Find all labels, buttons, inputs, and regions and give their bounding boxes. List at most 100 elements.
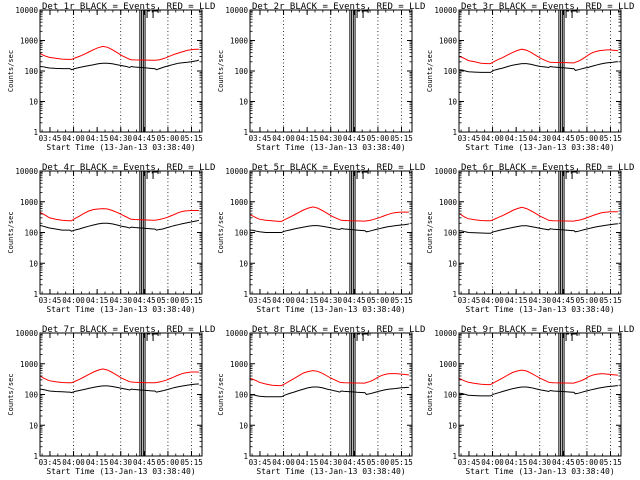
y-tick-label: 100 xyxy=(443,391,457,400)
marker-bracket-icon xyxy=(152,333,159,341)
y-tick-label: 1 xyxy=(243,128,248,137)
panel-det-3: Det 3r BLACK = Events, RED = LLD 1 10 100 10… xyxy=(426,2,634,152)
marker-bracket-icon xyxy=(565,333,570,341)
x-tick-label: 03:45 xyxy=(39,134,62,143)
y-tick-label: 1 xyxy=(243,290,248,299)
x-tick-label: 05:15 xyxy=(599,458,622,467)
x-tick-label: 05:00 xyxy=(367,458,390,467)
x-tick-label: 04:15 xyxy=(296,296,319,305)
x-tick-label: 05:15 xyxy=(180,458,203,467)
y-axis-label: Counts/sec xyxy=(217,50,225,92)
marker-bracket-icon xyxy=(146,333,151,341)
panel-title: Det 4r BLACK = Events, RED = LLD xyxy=(42,163,215,173)
x-tick-label: 03:45 xyxy=(249,458,272,467)
x-tick-label: 04:15 xyxy=(86,296,109,305)
x-tick-label: 04:45 xyxy=(343,296,366,305)
x-tick-label: 04:15 xyxy=(296,458,319,467)
x-tick-label: 04:45 xyxy=(552,296,575,305)
y-tick-label: 1000 xyxy=(439,360,458,369)
panel-det-7: Det 7r BLACK = Events, RED = LLD 1 10 100 10… xyxy=(7,325,215,476)
x-tick-label: 04:45 xyxy=(133,296,156,305)
y-tick-label: 10000 xyxy=(434,167,457,176)
x-axis-label: Start Time (13-Jan-13 03:38:40) xyxy=(256,467,405,476)
y-tick-label: 10 xyxy=(29,98,39,107)
y-tick-label: 10000 xyxy=(15,167,38,176)
x-tick-label: 04:45 xyxy=(133,134,156,143)
y-tick-label: 1 xyxy=(33,452,38,461)
x-tick-label: 05:15 xyxy=(390,296,413,305)
y-tick-label: 10000 xyxy=(15,6,38,15)
marker-bracket-icon xyxy=(571,333,578,341)
lld-rate-line xyxy=(39,368,199,384)
x-tick-label: 05:15 xyxy=(599,296,622,305)
x-tick-label: 04:30 xyxy=(528,134,551,143)
y-axis-label: Counts/sec xyxy=(426,211,434,253)
x-tick-label: 04:30 xyxy=(319,296,342,305)
y-tick-label: 1000 xyxy=(439,37,458,46)
y-axis-label: Counts/sec xyxy=(7,373,15,415)
x-tick-label: 04:15 xyxy=(296,134,319,143)
y-tick-label: 100 xyxy=(24,391,38,400)
marker-bracket-icon xyxy=(362,10,369,18)
y-axis-label: Counts/sec xyxy=(426,373,434,415)
x-tick-label: 05:00 xyxy=(367,134,390,143)
marker-bracket-icon xyxy=(356,333,361,341)
y-axis-label: Counts/sec xyxy=(217,373,225,415)
x-tick-label: 04:00 xyxy=(272,458,295,467)
x-tick-label: 04:30 xyxy=(528,296,551,305)
panel-det-1: Det 1r BLACK = Events, RED = LLD 1 10 100 10… xyxy=(7,2,215,152)
marker-bracket-icon xyxy=(146,171,151,179)
x-tick-label: 04:15 xyxy=(505,458,528,467)
x-tick-label: 04:15 xyxy=(505,296,528,305)
x-tick-label: 04:00 xyxy=(62,134,85,143)
y-tick-label: 100 xyxy=(234,67,248,76)
x-tick-label: 03:45 xyxy=(458,458,481,467)
marker-bracket-icon xyxy=(362,171,369,179)
y-tick-label: 1 xyxy=(452,128,457,137)
panel-title: Det 6r BLACK = Events, RED = LLD xyxy=(461,163,634,173)
y-tick-label: 100 xyxy=(443,229,457,238)
x-tick-label: 05:00 xyxy=(367,296,390,305)
panel-title: Det 8r BLACK = Events, RED = LLD xyxy=(252,325,425,335)
y-tick-label: 10000 xyxy=(434,329,457,338)
lld-rate-line xyxy=(39,45,199,61)
x-tick-label: 05:15 xyxy=(390,134,413,143)
x-axis-label: Start Time (13-Jan-13 03:38:40) xyxy=(465,305,614,314)
x-tick-label: 05:15 xyxy=(390,458,413,467)
y-tick-label: 1000 xyxy=(439,198,458,207)
y-tick-label: 1000 xyxy=(230,360,249,369)
marker-bracket-icon xyxy=(565,171,570,179)
y-tick-label: 10 xyxy=(239,421,249,430)
x-tick-label: 03:45 xyxy=(458,134,481,143)
events-rate-line xyxy=(249,223,410,233)
x-axis-label: Start Time (13-Jan-13 03:38:40) xyxy=(46,467,195,476)
x-tick-label: 04:30 xyxy=(109,134,132,143)
x-tick-label: 04:45 xyxy=(343,134,366,143)
y-tick-label: 100 xyxy=(443,67,457,76)
y-tick-label: 10 xyxy=(29,421,39,430)
y-tick-label: 1000 xyxy=(20,198,39,207)
x-axis-label: Start Time (13-Jan-13 03:38:40) xyxy=(465,143,614,152)
x-tick-label: 03:45 xyxy=(458,296,481,305)
x-tick-label: 05:15 xyxy=(180,134,203,143)
y-tick-label: 10 xyxy=(448,421,458,430)
x-tick-label: 04:00 xyxy=(481,296,504,305)
y-axis-label: Counts/sec xyxy=(7,50,15,92)
x-tick-label: 05:15 xyxy=(180,296,203,305)
x-tick-label: 04:45 xyxy=(552,458,575,467)
y-axis-label: Counts/sec xyxy=(7,211,15,253)
lld-rate-line xyxy=(458,369,618,386)
y-tick-label: 10000 xyxy=(225,6,248,15)
x-axis-label: Start Time (13-Jan-13 03:38:40) xyxy=(46,305,195,314)
lld-rate-line xyxy=(458,48,618,65)
y-tick-label: 10 xyxy=(448,98,458,107)
events-rate-line xyxy=(458,223,618,234)
y-tick-label: 10 xyxy=(239,259,249,268)
marker-bracket-icon xyxy=(565,10,570,18)
x-tick-label: 04:00 xyxy=(481,134,504,143)
x-tick-label: 04:30 xyxy=(319,134,342,143)
panel-det-5: Det 5r BLACK = Events, RED = LLD 1 10 100 10… xyxy=(217,163,425,314)
y-tick-label: 1000 xyxy=(230,198,249,207)
lld-rate-line xyxy=(249,206,409,222)
y-axis-label: Counts/sec xyxy=(426,50,434,92)
